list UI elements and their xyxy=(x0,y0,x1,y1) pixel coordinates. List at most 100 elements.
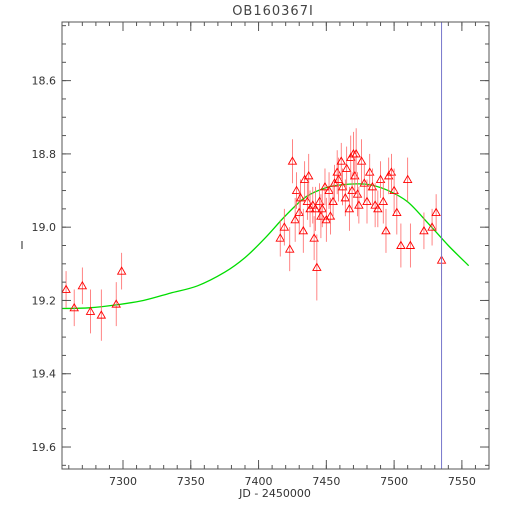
triangle-marker xyxy=(275,233,286,242)
data-point xyxy=(354,186,364,224)
data-points-layer xyxy=(61,128,447,341)
triangle-marker xyxy=(324,185,334,194)
data-point xyxy=(427,208,437,246)
x-tick-label: 7450 xyxy=(312,475,340,488)
data-point xyxy=(373,190,383,228)
triangle-marker xyxy=(364,167,375,176)
data-point xyxy=(336,142,347,180)
triangle-marker xyxy=(402,174,413,183)
x-tick-label: 7300 xyxy=(109,475,137,488)
data-point xyxy=(302,183,313,220)
data-point xyxy=(310,186,321,231)
x-tick-label: 7500 xyxy=(380,475,408,488)
triangle-marker xyxy=(312,262,322,271)
triangle-marker xyxy=(295,192,306,202)
triangle-marker xyxy=(362,196,372,205)
data-point xyxy=(340,179,351,217)
data-point xyxy=(362,179,372,224)
y-tick-label: 19.2 xyxy=(32,294,57,307)
y-tick-label: 19.6 xyxy=(32,441,57,454)
data-point xyxy=(290,197,300,242)
data-point xyxy=(347,172,357,209)
data-point xyxy=(69,289,79,327)
x-axis-label: JD - 2450000 xyxy=(238,487,311,500)
triangle-marker xyxy=(308,200,318,209)
triangle-marker xyxy=(386,167,397,176)
x-tick-label: 7400 xyxy=(245,475,273,488)
data-point xyxy=(364,153,375,191)
triangle-marker xyxy=(61,284,71,293)
data-point xyxy=(370,183,380,228)
triangle-marker xyxy=(378,196,389,205)
triangle-marker xyxy=(290,214,300,224)
data-point xyxy=(324,172,334,209)
data-point xyxy=(320,168,330,206)
data-point xyxy=(350,157,360,195)
triangle-marker xyxy=(405,240,416,249)
triangle-marker xyxy=(375,174,386,183)
triangle-marker xyxy=(356,156,367,165)
triangle-marker xyxy=(336,156,347,165)
data-point xyxy=(291,172,302,209)
triangle-marker xyxy=(316,211,326,220)
data-point xyxy=(341,146,352,191)
triangle-marker xyxy=(367,181,378,191)
triangle-marker xyxy=(359,178,370,187)
data-point xyxy=(325,197,336,235)
triangle-marker xyxy=(310,203,321,213)
triangle-marker xyxy=(287,156,298,165)
data-point xyxy=(378,179,389,224)
triangle-marker xyxy=(302,196,313,205)
triangle-marker xyxy=(317,203,328,213)
data-point xyxy=(352,172,363,217)
triangle-marker xyxy=(351,148,361,158)
triangle-marker xyxy=(279,222,290,231)
data-point xyxy=(275,219,286,257)
data-point xyxy=(328,183,338,220)
triangle-marker xyxy=(69,302,79,312)
data-point xyxy=(316,194,326,239)
triangle-marker xyxy=(309,233,319,242)
chart-title: OB160367I xyxy=(232,4,314,19)
triangle-marker xyxy=(116,266,127,275)
triangle-marker xyxy=(431,207,441,216)
data-point xyxy=(351,128,361,180)
data-point xyxy=(77,267,88,305)
data-point xyxy=(111,282,121,327)
data-point xyxy=(61,271,71,308)
plot-frame xyxy=(61,21,490,470)
triangle-marker xyxy=(77,280,88,290)
triangle-marker xyxy=(320,181,330,191)
triangle-marker xyxy=(354,200,364,209)
x-tick-label: 7550 xyxy=(448,475,476,488)
triangle-marker xyxy=(284,244,295,253)
triangle-marker xyxy=(298,225,309,235)
triangle-marker xyxy=(341,163,352,173)
triangle-marker xyxy=(381,225,391,235)
y-tick-label: 19.0 xyxy=(32,221,57,234)
data-point xyxy=(303,153,314,198)
data-point xyxy=(402,157,413,202)
axis-ticks-layer: 7300 7350 7400 7450 7500 7550 18.6 18.8 19.0 19.2… xyxy=(32,22,490,488)
triangle-marker xyxy=(396,240,406,249)
triangle-marker xyxy=(85,306,96,315)
data-point xyxy=(295,179,306,217)
data-point xyxy=(367,168,378,206)
data-point xyxy=(279,208,290,246)
triangle-marker xyxy=(332,167,342,176)
triangle-marker xyxy=(389,185,399,194)
data-point xyxy=(389,168,399,213)
data-point xyxy=(96,289,107,341)
data-point xyxy=(287,139,298,184)
data-point xyxy=(309,216,319,261)
data-point xyxy=(386,153,397,191)
triangle-marker xyxy=(303,170,314,180)
data-point xyxy=(405,223,416,268)
y-tick-label: 18.6 xyxy=(32,75,57,88)
triangle-marker xyxy=(337,181,348,191)
data-point xyxy=(298,208,309,253)
data-point xyxy=(359,164,370,202)
data-point xyxy=(85,289,96,334)
triangle-marker xyxy=(419,225,429,235)
